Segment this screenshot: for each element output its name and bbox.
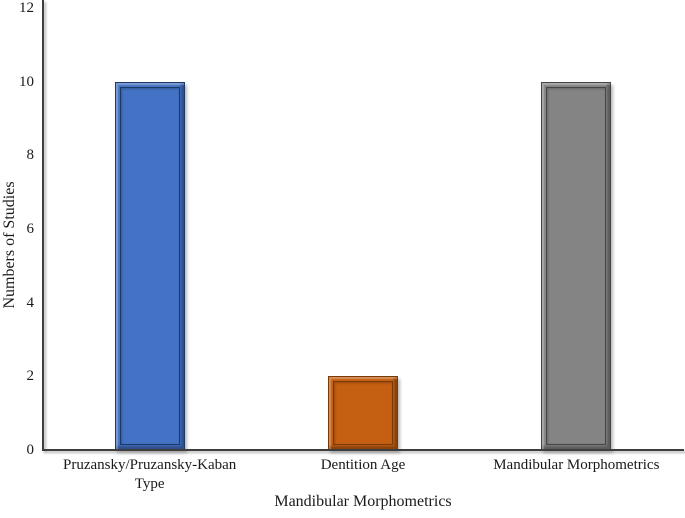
bar-slot <box>43 8 256 450</box>
x-category-label-2: Mandibular Morphometrics <box>493 457 660 473</box>
y-tick-label-10: 10 <box>19 73 34 90</box>
y-tick-label-6: 6 <box>26 221 35 237</box>
y-tick-label-8: 8 <box>26 147 35 164</box>
bar-0 <box>114 81 185 450</box>
bar-bevel <box>119 86 180 445</box>
bar-bevel <box>332 381 393 445</box>
x-category-label-1: Dentition Age <box>320 457 406 473</box>
x-axis-line <box>42 449 684 451</box>
y-axis-tick-labels: 0 2 4 6 8 10 12 <box>0 1 35 458</box>
y-axis-line <box>42 0 44 450</box>
y-tick-label-12: 12 <box>19 0 34 16</box>
bar-1 <box>327 376 398 450</box>
plot-area <box>43 8 683 450</box>
y-tick-label-2: 2 <box>26 368 35 385</box>
y-tick-label-0: 0 <box>26 442 35 458</box>
x-category-label-0: Pruzansky/Pruzansky-Kaban Type <box>63 457 237 492</box>
x-axis-category-labels: Pruzansky/Pruzansky-Kaban Type Dentition … <box>43 456 683 494</box>
bar-slot <box>256 8 469 450</box>
bar-slot <box>470 8 683 450</box>
y-tick-label-4: 4 <box>26 294 35 311</box>
bar-2 <box>541 81 612 450</box>
bar-bevel <box>546 86 607 445</box>
x-axis-title: Mandibular Morphometrics <box>274 493 452 510</box>
